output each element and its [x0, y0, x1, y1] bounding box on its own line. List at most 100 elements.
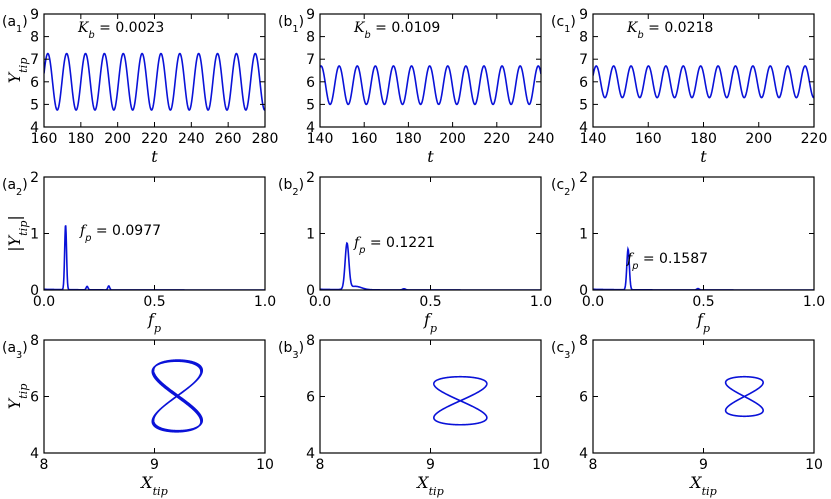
x-tick-label: 220: [483, 131, 510, 147]
x-tick-label: 0.5: [143, 294, 165, 310]
x-tick-label: 10: [805, 457, 823, 473]
y-tick-label: 8: [306, 30, 315, 46]
x-tick-label: 240: [178, 131, 205, 147]
series-line-b1: [320, 65, 541, 106]
x-tick-label: 0.5: [419, 294, 441, 310]
plot-frame-b3: [319, 339, 542, 454]
annotation-c2: fp = 0.1587: [626, 251, 708, 272]
x-tick-label: 9: [699, 457, 708, 473]
y-tick-label: 4: [306, 120, 315, 136]
y-tick-label: 2: [579, 170, 588, 186]
x-tick-label: 180: [67, 131, 94, 147]
y-tick-label: 4: [30, 446, 39, 462]
x-tick-label: 160: [351, 131, 378, 147]
annotation-b1: Kb = 0.0109: [353, 20, 440, 41]
y-tick-label: 1: [579, 227, 588, 243]
y-axis-label-a2: |Ytip|: [5, 215, 30, 252]
x-tick-label: 9: [150, 457, 159, 473]
panel-tag-c2: (c2): [551, 177, 576, 198]
y-tick-label: 4: [30, 120, 39, 136]
plot-frame-c3: [592, 339, 815, 454]
x-tick-label: 8: [316, 457, 325, 473]
plot-frame-b1: [319, 13, 542, 128]
y-tick-label: 9: [30, 7, 39, 23]
panel-tag-a2: (a2): [2, 177, 28, 198]
x-tick-label: 8: [589, 457, 598, 473]
series-line-b3: [433, 375, 488, 426]
panel-c1: 140 160 180 200 220 4 5 6 7 8 9 t (c1) Kb = 0.0218: [551, 7, 827, 166]
x-tick-label: 180: [395, 131, 422, 147]
panel-b3: 8 9 10 4 6 8 Xtip (b3): [278, 333, 550, 498]
y-tick-label: 4: [579, 120, 588, 136]
x-tick-label: 1.0: [254, 294, 276, 310]
y-tick-label: 6: [579, 75, 588, 91]
panel-a1: 160 180 200 220 240 260 280 4 5 6 7 8 9 t Ytip (a1) Kb =…: [2, 7, 278, 166]
x-tick-label: 10: [256, 457, 274, 473]
annotation-c1: Kb = 0.0218: [626, 20, 713, 41]
x-tick-label: 280: [252, 131, 279, 147]
x-axis-label-a2: fp: [147, 310, 161, 335]
x-axis-label-a3: Xtip: [139, 473, 168, 498]
panel-tag-b3: (b3): [278, 340, 304, 361]
y-tick-label: 7: [306, 52, 315, 68]
y-tick-label: 8: [306, 333, 315, 349]
series-line-a1: [44, 52, 265, 111]
x-tick-label: 160: [31, 131, 58, 147]
y-tick-label: 7: [30, 52, 39, 68]
y-tick-label: 1: [30, 227, 39, 243]
x-axis-label-b2: fp: [423, 310, 437, 335]
x-tick-label: 0.0: [309, 294, 331, 310]
x-axis-label-b1: t: [427, 147, 434, 166]
x-tick-label: 9: [426, 457, 435, 473]
x-tick-label: 140: [307, 131, 334, 147]
panel-tag-b1: (b1): [278, 14, 304, 35]
x-tick-label: 140: [580, 131, 607, 147]
y-tick-label: 8: [579, 333, 588, 349]
panel-tag-c3: (c3): [551, 340, 576, 361]
x-tick-label: 0.0: [33, 294, 55, 310]
x-axis-label-c3: Xtip: [688, 473, 717, 498]
y-tick-label: 5: [579, 97, 588, 113]
series-line-c3: [724, 375, 764, 418]
panel-a3: 8 9 10 4 6 8 Xtip Ytip (a3): [2, 333, 274, 498]
y-tick-label: 8: [30, 333, 39, 349]
panel-a2: 0.0 0.5 1.0 0 1 2 fp |Ytip| (a2) fp = 0.0977: [2, 170, 276, 335]
y-tick-label: 0: [30, 283, 39, 299]
x-tick-label: 200: [745, 131, 772, 147]
y-tick-label: 0: [306, 283, 315, 299]
x-tick-label: 1.0: [803, 294, 825, 310]
x-axis-label-b3: Xtip: [415, 473, 444, 498]
y-axis-label-a3: Ytip: [5, 384, 30, 410]
y-tick-label: 4: [579, 446, 588, 462]
y-tick-label: 9: [306, 7, 315, 23]
x-axis-label-c1: t: [700, 147, 707, 166]
y-tick-label: 6: [306, 390, 315, 406]
panel-c3: 8 9 10 4 6 8 Xtip (c3): [551, 333, 823, 498]
series-line-c1: [593, 65, 814, 99]
x-axis-label-a1: t: [151, 147, 158, 166]
x-tick-label: 10: [532, 457, 550, 473]
y-tick-label: 7: [579, 52, 588, 68]
y-tick-label: 6: [30, 390, 39, 406]
x-axis-label-c2: fp: [696, 310, 710, 335]
x-tick-label: 200: [439, 131, 466, 147]
plot-frame-b2: [319, 176, 542, 291]
y-tick-label: 2: [306, 170, 315, 186]
panel-tag-b2: (b2): [278, 177, 304, 198]
annotation-a1: Kb = 0.0023: [77, 20, 164, 41]
x-tick-label: 220: [801, 131, 828, 147]
panel-tag-c1: (c1): [551, 14, 576, 35]
x-tick-label: 0.5: [692, 294, 714, 310]
annotation-a2: fp = 0.0977: [79, 223, 161, 244]
panel-b2: 0.0 0.5 1.0 0 1 2 fp (b2) fp = 0.1221: [278, 170, 552, 335]
x-tick-label: 220: [141, 131, 168, 147]
x-tick-label: 260: [215, 131, 242, 147]
y-tick-label: 0: [579, 283, 588, 299]
x-tick-label: 240: [528, 131, 555, 147]
plot-frame-a3: [43, 339, 266, 454]
panel-tag-a1: (a1): [2, 14, 28, 35]
y-tick-label: 8: [579, 30, 588, 46]
x-tick-label: 180: [690, 131, 717, 147]
series-line-a3: [151, 359, 204, 433]
x-tick-label: 160: [635, 131, 662, 147]
